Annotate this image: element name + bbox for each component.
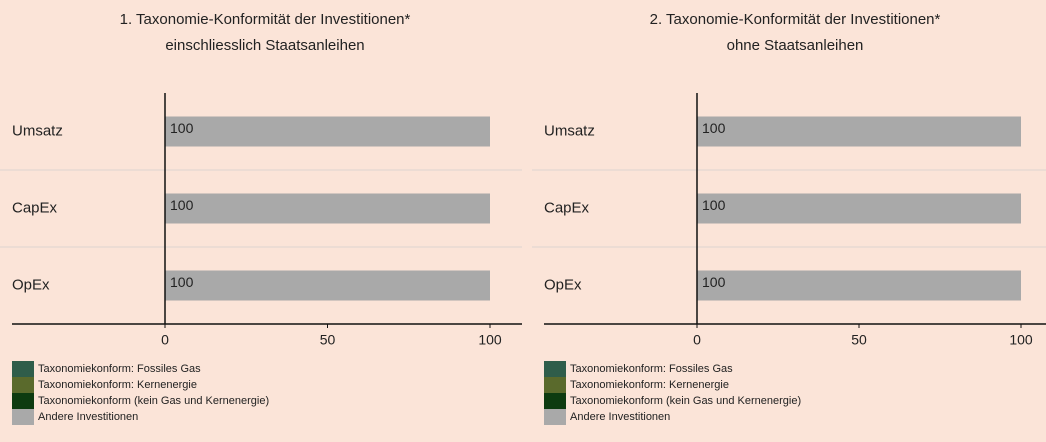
bar-segment bbox=[697, 116, 1021, 147]
x-tick-label: 100 bbox=[478, 332, 502, 348]
bar-segment bbox=[697, 193, 1021, 224]
legend-label: Taxonomiekonform (kein Gas und Kernenerg… bbox=[570, 395, 801, 407]
legend-swatch bbox=[12, 409, 34, 425]
legend-swatch bbox=[544, 393, 566, 409]
legend-label: Andere Investitionen bbox=[38, 411, 138, 423]
x-tick-label: 50 bbox=[851, 332, 867, 348]
data-label: 100 bbox=[170, 120, 194, 136]
chart-title: ohne Staatsanleihen bbox=[727, 37, 864, 54]
legend-swatch bbox=[544, 409, 566, 425]
legend-label: Taxonomiekonform: Kernenergie bbox=[570, 379, 729, 391]
category-label: Umsatz bbox=[12, 122, 63, 139]
chart-title: einschliesslich Staatsanleihen bbox=[165, 37, 364, 54]
data-label: 100 bbox=[170, 197, 194, 213]
x-tick-label: 50 bbox=[320, 332, 336, 348]
x-tick-label: 100 bbox=[1009, 332, 1033, 348]
bar-segment bbox=[165, 116, 490, 147]
bar-segment bbox=[697, 270, 1021, 301]
category-label: CapEx bbox=[544, 199, 590, 216]
data-label: 100 bbox=[702, 274, 726, 290]
data-label: 100 bbox=[170, 274, 194, 290]
legend-swatch bbox=[12, 361, 34, 377]
chart-title: 2. Taxonomie-Konformität der Investition… bbox=[650, 11, 941, 28]
data-label: 100 bbox=[702, 120, 726, 136]
data-label: 100 bbox=[702, 197, 726, 213]
legend-label: Taxonomiekonform: Fossiles Gas bbox=[570, 363, 733, 375]
legend-swatch bbox=[12, 393, 34, 409]
legend-swatch bbox=[544, 377, 566, 393]
legend-swatch bbox=[12, 377, 34, 393]
category-label: OpEx bbox=[544, 276, 582, 293]
legend-label: Taxonomiekonform: Kernenergie bbox=[38, 379, 197, 391]
x-tick-label: 0 bbox=[161, 332, 169, 348]
category-label: OpEx bbox=[12, 276, 50, 293]
x-tick-label: 0 bbox=[693, 332, 701, 348]
bar-segment bbox=[165, 193, 490, 224]
chart-title: 1. Taxonomie-Konformität der Investition… bbox=[120, 11, 411, 28]
legend-label: Andere Investitionen bbox=[570, 411, 670, 423]
legend-swatch bbox=[544, 361, 566, 377]
bar-segment bbox=[165, 270, 490, 301]
legend-label: Taxonomiekonform: Fossiles Gas bbox=[38, 363, 201, 375]
category-label: Umsatz bbox=[544, 122, 595, 139]
category-label: CapEx bbox=[12, 199, 58, 216]
legend-label: Taxonomiekonform (kein Gas und Kernenerg… bbox=[38, 395, 269, 407]
